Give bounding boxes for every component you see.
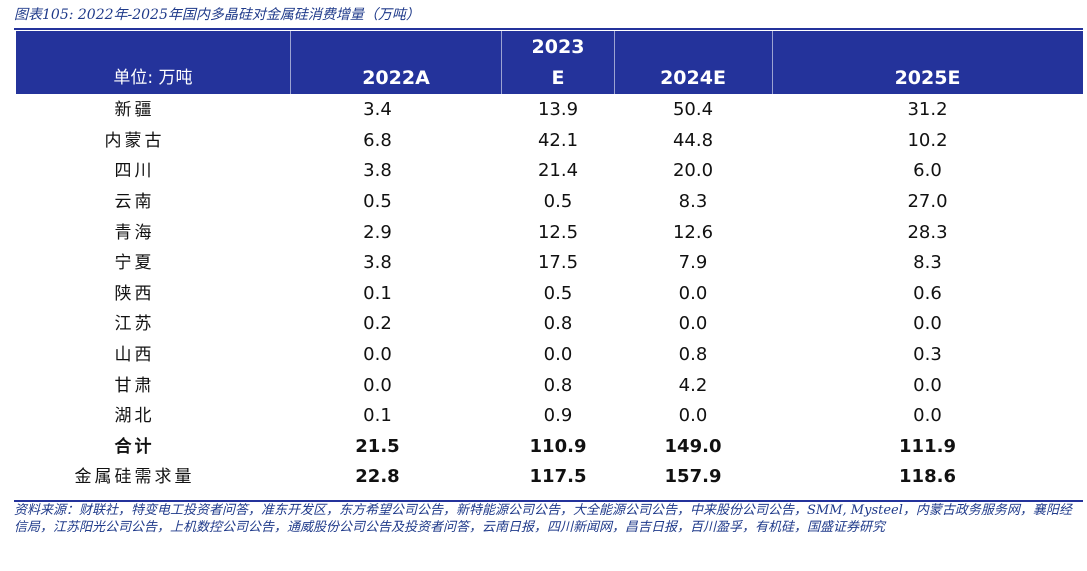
table-header: 单位: 万吨 2022A 2023 E 2024E 2025E: [16, 31, 1083, 94]
value-2023e: 17.5: [537, 252, 579, 274]
table-row: 宁夏 3.8 17.5 7.9 8.3: [16, 248, 1083, 279]
table-row: 云南 0.5 0.5 8.3 27.0: [16, 187, 1083, 218]
value-2024e: 7.9: [678, 252, 708, 274]
value-2022a: 0.5: [363, 191, 392, 213]
value-2025e: 6.0: [913, 160, 942, 182]
total-2023e: 110.9: [529, 435, 587, 457]
header-separator: [290, 31, 291, 94]
value-2022a: 3.4: [363, 99, 392, 121]
header-unit: 单位: 万吨: [113, 68, 193, 88]
value-2022a: 2.9: [363, 221, 392, 243]
value-2024e: 0.0: [678, 313, 708, 335]
value-2025e: 0.6: [913, 282, 942, 304]
demand-2023e: 117.5: [529, 466, 587, 488]
region-name: 湖北: [114, 406, 155, 427]
demand-2022a: 22.8: [355, 466, 400, 488]
region-name: 甘肃: [114, 375, 155, 396]
table-row: 青海 2.9 12.5 12.6 28.3: [16, 217, 1083, 248]
value-2025e: 8.3: [913, 252, 942, 274]
value-2025e: 0.0: [913, 405, 942, 427]
value-2023e: 0.8: [543, 313, 573, 335]
value-2024e: 20.0: [672, 160, 714, 182]
table-row: 山西 0.0 0.0 0.8 0.3: [16, 340, 1083, 371]
value-2023e: 42.1: [537, 129, 579, 151]
value-2024e: 0.0: [678, 405, 708, 427]
table-row: 内蒙古 6.8 42.1 44.8 10.2: [16, 126, 1083, 157]
header-2024e: 2024E: [660, 67, 726, 89]
header-2025e: 2025E: [894, 67, 961, 89]
value-2024e: 4.2: [678, 374, 708, 396]
value-2023e: 21.4: [537, 160, 579, 182]
value-2024e: 0.8: [678, 344, 708, 366]
value-2023e: 0.9: [543, 405, 573, 427]
total-2025e: 111.9: [899, 435, 956, 457]
header-separator: [614, 31, 615, 94]
region-name: 新疆: [114, 100, 155, 121]
figure-title: 图表105: 2022年-2025年国内多晶硅对金属硅消费增量（万吨）: [14, 7, 420, 23]
header-2023-line2: E: [551, 67, 565, 89]
value-2022a: 0.1: [363, 282, 392, 304]
region-name: 陕西: [114, 283, 155, 304]
value-2024e: 0.0: [678, 282, 708, 304]
total-2024e: 149.0: [664, 435, 722, 457]
value-2024e: 44.8: [672, 129, 714, 151]
value-2023e: 0.0: [543, 344, 573, 366]
value-2025e: 0.0: [913, 313, 942, 335]
demand-2024e: 157.9: [664, 466, 722, 488]
value-2025e: 0.3: [913, 344, 942, 366]
header-2022a: 2022A: [362, 67, 430, 89]
value-2022a: 0.1: [363, 405, 392, 427]
region-name: 宁夏: [114, 253, 155, 274]
value-2022a: 3.8: [363, 160, 392, 182]
data-table: 新疆 3.4 13.9 50.4 31.2 内蒙古 6.8 42.1 44.8 …: [16, 95, 1083, 493]
value-2023e: 0.8: [543, 374, 573, 396]
value-2024e: 8.3: [678, 191, 708, 213]
value-2022a: 0.2: [363, 313, 392, 335]
table-row: 甘肃 0.0 0.8 4.2 0.0: [16, 370, 1083, 401]
value-2023e: 12.5: [537, 221, 579, 243]
region-name: 青海: [114, 222, 155, 243]
value-2025e: 0.0: [913, 374, 942, 396]
total-label: 合计: [114, 436, 155, 457]
bottom-rule: [14, 500, 1083, 502]
header-separator: [772, 31, 773, 94]
value-2022a: 0.0: [363, 344, 392, 366]
table-row: 湖北 0.1 0.9 0.0 0.0: [16, 401, 1083, 432]
value-2024e: 12.6: [672, 221, 714, 243]
region-name: 山西: [114, 345, 155, 366]
value-2023e: 0.5: [543, 191, 573, 213]
value-2023e: 0.5: [543, 282, 573, 304]
value-2025e: 27.0: [907, 191, 948, 213]
region-name: 云南: [114, 192, 155, 213]
region-name: 江苏: [114, 314, 155, 335]
region-name: 内蒙古: [104, 130, 165, 151]
total-row: 合计 21.5 110.9 149.0 111.9: [16, 432, 1083, 463]
header-separator: [501, 31, 502, 94]
value-2022a: 3.8: [363, 252, 392, 274]
value-2025e: 28.3: [907, 221, 948, 243]
value-2023e: 13.9: [537, 99, 579, 121]
demand-label: 金属硅需求量: [74, 467, 195, 488]
table-row: 四川 3.8 21.4 20.0 6.0: [16, 156, 1083, 187]
demand-row: 金属硅需求量 22.8 117.5 157.9 118.6: [16, 462, 1083, 493]
value-2022a: 6.8: [363, 129, 392, 151]
top-rule: [14, 28, 1083, 30]
value-2024e: 50.4: [672, 99, 714, 121]
table-row: 陕西 0.1 0.5 0.0 0.6: [16, 279, 1083, 310]
value-2025e: 10.2: [907, 129, 948, 151]
value-2022a: 0.0: [363, 374, 392, 396]
source-note: 资料来源：财联社，特变电工投资者问答，准东开发区，东方希望公司公告，新特能源公司…: [14, 503, 1072, 535]
table-row: 江苏 0.2 0.8 0.0 0.0: [16, 309, 1083, 340]
region-name: 四川: [114, 161, 155, 182]
value-2025e: 31.2: [907, 99, 948, 121]
total-2022a: 21.5: [355, 435, 400, 457]
table-row: 新疆 3.4 13.9 50.4 31.2: [16, 95, 1083, 126]
demand-2025e: 118.6: [899, 466, 956, 488]
header-2023-line1: 2023: [531, 36, 585, 58]
